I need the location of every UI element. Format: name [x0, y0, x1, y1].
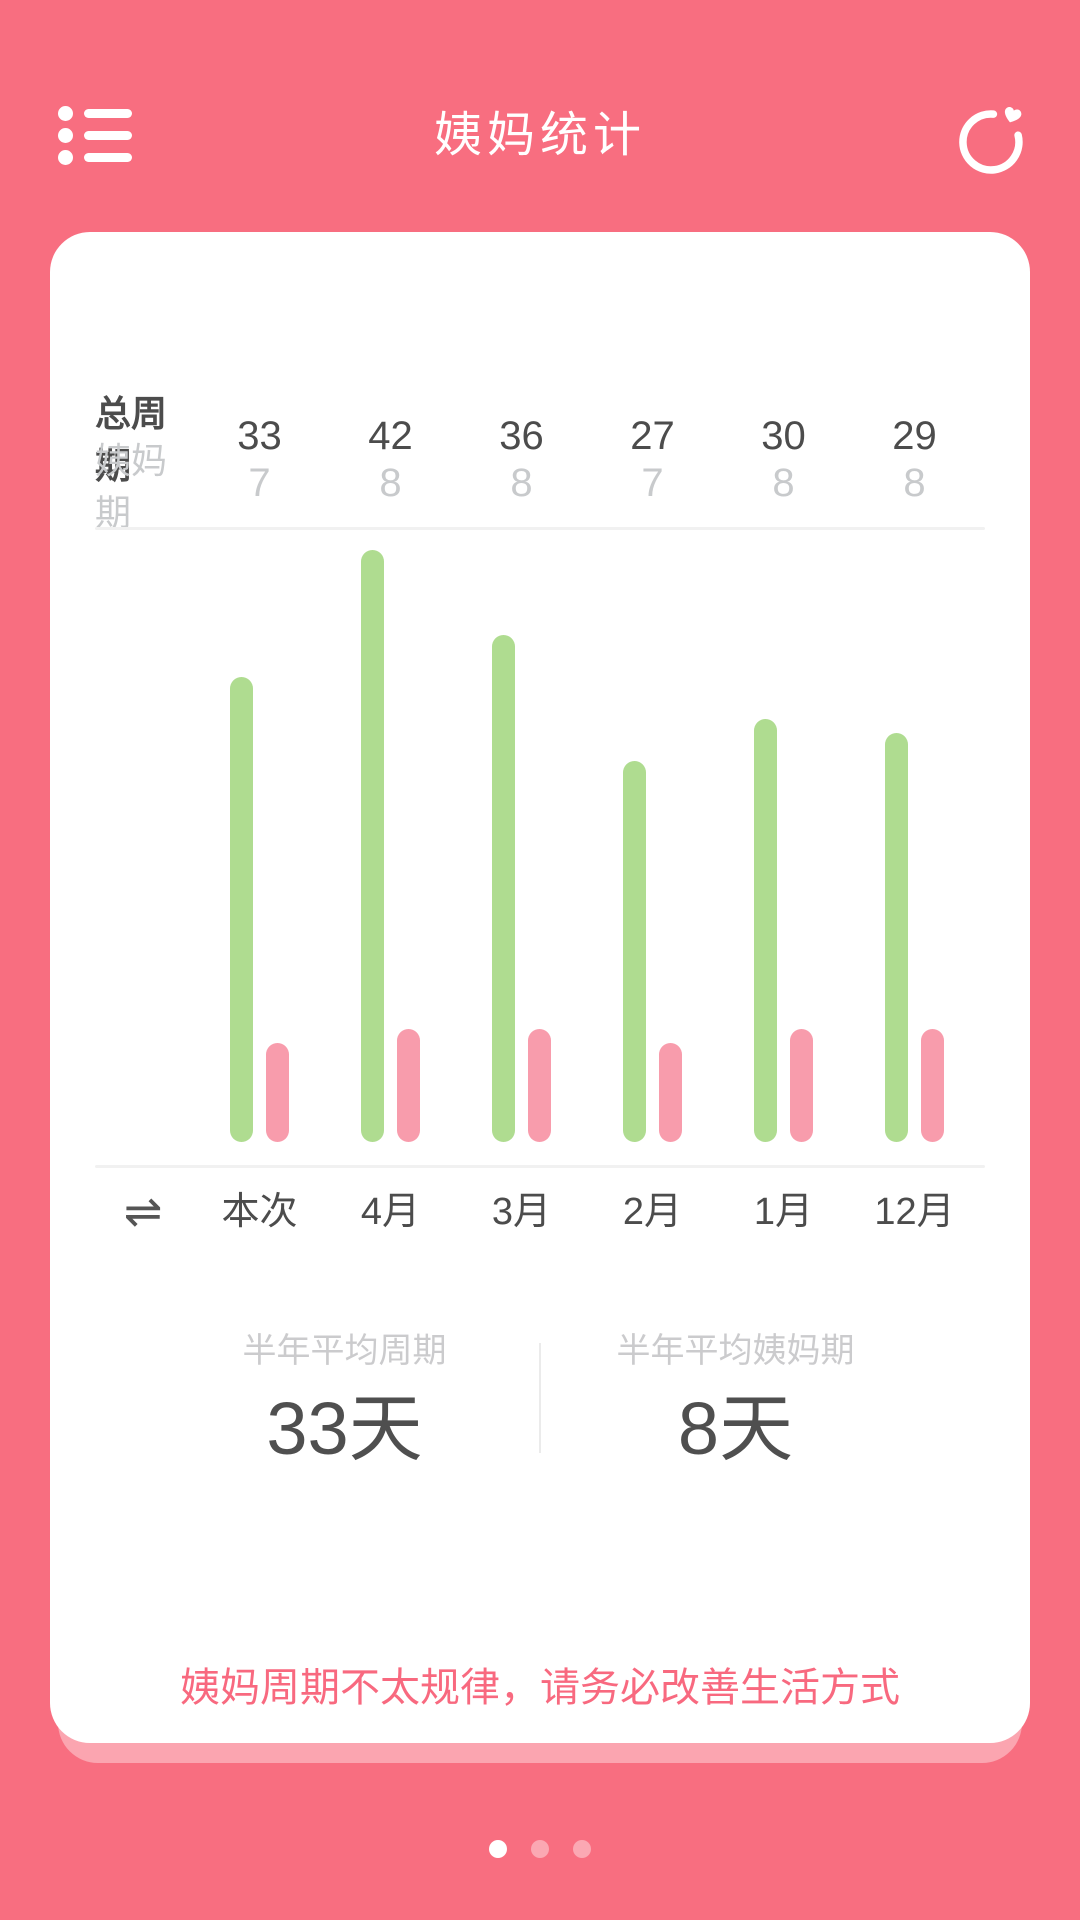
table-cell: 36 — [499, 414, 544, 458]
table-cell: 7 — [641, 461, 664, 505]
axis-label: 2月 — [622, 1191, 683, 1233]
table-cell: 29 — [892, 414, 937, 458]
row-label: 姨妈期 — [95, 439, 168, 533]
stats-table: 总周期 33 42 36 27 30 29 姨妈期 7 8 8 7 8 8 — [50, 393, 1030, 533]
period-bar — [397, 1029, 420, 1142]
page-dot[interactable] — [531, 1840, 549, 1858]
table-cell: 33 — [237, 414, 282, 458]
health-warning-text: 姨妈周期不太规律，请务必改善生活方式 — [180, 1666, 900, 1710]
cycle-bar — [361, 550, 384, 1142]
table-cell: 30 — [761, 414, 806, 458]
stats-card: 总周期 33 42 36 27 30 29 姨妈期 7 8 8 7 8 8 ⇌ 本次 4月 3月 2月 1月 12月… — [50, 232, 1030, 1743]
menu-list-icon[interactable] — [58, 106, 132, 165]
menu-row — [58, 106, 132, 121]
cycle-bar — [623, 761, 646, 1142]
menu-row — [58, 128, 132, 143]
table-cell: 42 — [368, 414, 413, 458]
table-row: 总周期 33 42 36 27 30 29 — [50, 393, 1030, 486]
average-cycle: 半年平均周期 33天 — [150, 1327, 539, 1469]
cycle-bar — [885, 733, 908, 1142]
period-bar — [266, 1043, 289, 1142]
x-axis: ⇌ 本次 4月 3月 2月 1月 12月 — [50, 1186, 1030, 1238]
cycle-bar — [754, 719, 777, 1142]
page-title: 姨妈统计 — [433, 109, 646, 162]
swap-arrows-icon[interactable]: ⇌ — [123, 1184, 163, 1238]
average-cycle-label: 半年平均周期 — [242, 1332, 447, 1370]
chart-group — [849, 530, 980, 1142]
average-period-value: 8天 — [677, 1387, 794, 1470]
chart-group — [718, 530, 849, 1142]
menu-line — [84, 131, 132, 140]
table-cell: 7 — [248, 461, 271, 505]
cycle-bar — [230, 677, 253, 1142]
chart-group — [587, 530, 718, 1142]
table-row: 姨妈期 7 8 8 7 8 8 — [50, 440, 1030, 533]
sync-heart-icon[interactable] — [952, 100, 1030, 180]
table-cell: 8 — [379, 461, 402, 505]
row-label: 总周期 — [95, 392, 168, 486]
bar-chart — [194, 530, 980, 1142]
menu-dot — [58, 128, 73, 143]
menu-line — [84, 153, 132, 162]
chart-group — [194, 530, 325, 1142]
period-bar — [790, 1029, 813, 1142]
vertical-divider — [539, 1343, 541, 1453]
period-bar — [659, 1043, 682, 1142]
cycle-bar — [492, 635, 515, 1142]
axis-label: 1月 — [753, 1191, 814, 1233]
table-cell: 8 — [772, 461, 795, 505]
menu-line — [84, 109, 132, 118]
table-cell: 8 — [903, 461, 926, 505]
axis-label: 12月 — [874, 1191, 955, 1233]
axis-label: 本次 — [221, 1191, 298, 1233]
page-dot[interactable] — [489, 1840, 507, 1858]
page-dots — [0, 1840, 1080, 1858]
averages-section: 半年平均周期 33天 半年平均姨妈期 8天 — [150, 1327, 930, 1469]
average-cycle-value: 33天 — [266, 1387, 423, 1470]
axis-label: 4月 — [360, 1191, 421, 1233]
divider — [95, 527, 985, 530]
average-period: 半年平均姨妈期 8天 — [541, 1327, 930, 1469]
period-bar — [921, 1029, 944, 1142]
menu-dot — [58, 106, 73, 121]
table-cell: 8 — [510, 461, 533, 505]
top-bar: 姨妈统计 — [0, 0, 1080, 232]
chart-group — [325, 530, 456, 1142]
page-dot[interactable] — [573, 1840, 591, 1858]
average-period-label: 半年平均姨妈期 — [616, 1332, 855, 1370]
axis-label: 3月 — [491, 1191, 552, 1233]
divider — [95, 1165, 985, 1168]
table-cell: 27 — [630, 414, 675, 458]
menu-row — [58, 150, 132, 165]
menu-dot — [58, 150, 73, 165]
period-bar — [528, 1029, 551, 1142]
axis-labels: 本次 4月 3月 2月 1月 12月 — [194, 1186, 980, 1238]
chart-group — [456, 530, 587, 1142]
